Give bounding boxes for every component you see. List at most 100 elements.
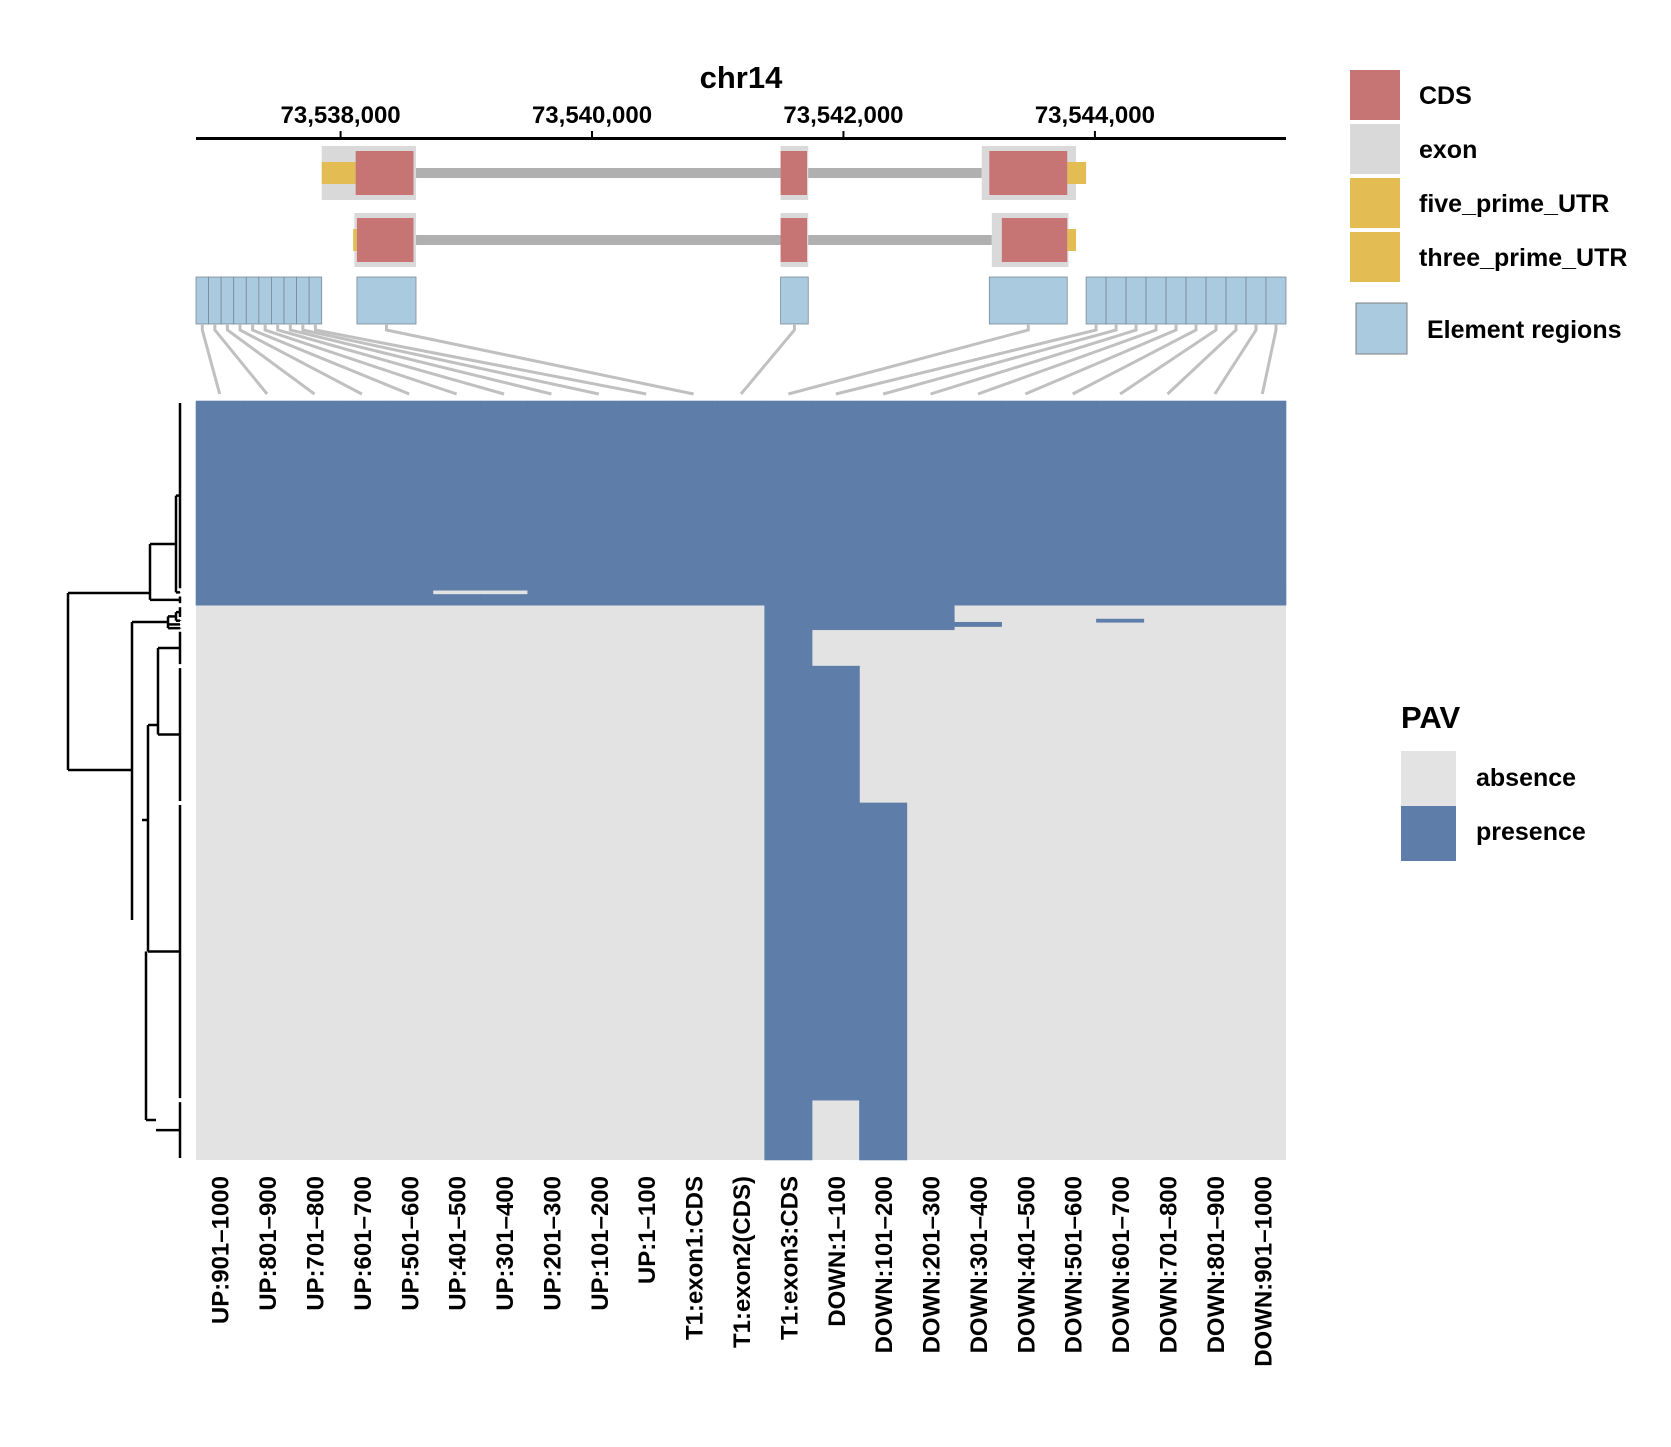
connector-line	[1260, 324, 1278, 395]
heatmap-cell-presence	[1096, 400, 1145, 591]
heatmap-cell-presence	[1001, 400, 1050, 591]
heatmap-cell-presence	[1001, 594, 1050, 606]
element-region-exon	[780, 276, 809, 325]
heatmap-cell-presence	[385, 400, 434, 591]
column-labels: UP:901–1000 UP:801–900 UP:701–800 UP:601–70…	[208, 1176, 1278, 1367]
cds-block	[1001, 218, 1068, 262]
column-label: UP:301–400	[492, 1176, 519, 1311]
heatmap-cell-presence	[811, 802, 860, 1101]
connector-line	[1119, 324, 1218, 396]
cds-block	[356, 218, 414, 262]
connector-line	[1213, 324, 1258, 395]
connector-line	[263, 324, 458, 396]
heatmap-cell-presence	[1190, 400, 1239, 591]
feature-legend: CDS exon five_prime_UTR three_prime_UTR …	[1350, 70, 1627, 355]
element-region-exon	[988, 276, 1068, 325]
heatmap-cell-presence	[717, 589, 765, 595]
heatmap-cell-presence	[1048, 589, 1097, 595]
heatmap-cell-presence	[906, 618, 955, 623]
column-label: DOWN:501–600	[1061, 1176, 1088, 1353]
heatmap-cell-presence	[764, 621, 813, 627]
genomic-axis: 73,538,000 73,540,000 73,542,000 73,544,000	[196, 102, 1286, 140]
heatmap-cell-presence	[1238, 400, 1287, 591]
heatmap-cell-presence	[432, 400, 481, 591]
column-label: DOWN:301–400	[966, 1176, 993, 1353]
heatmap-cell-presence	[717, 594, 765, 606]
column-label: DOWN:1–100	[824, 1176, 851, 1327]
heatmap-cell-presence	[859, 400, 908, 591]
heatmap-cell-presence	[811, 589, 860, 595]
heatmap-cell-presence	[385, 594, 434, 606]
element-region-down	[1125, 276, 1147, 325]
heatmap-cell-presence	[243, 594, 292, 606]
heatmap-cell-presence	[1143, 594, 1192, 606]
heatmap-cell-presence	[1001, 589, 1050, 595]
heatmap-cell-presence	[290, 400, 339, 591]
element-region-down	[1245, 276, 1267, 325]
column-label: UP:601–700	[350, 1176, 377, 1311]
heatmap-cell-presence	[1143, 400, 1192, 591]
heatmap-cell-presence	[717, 400, 765, 591]
heatmap-cell-presence	[385, 589, 434, 595]
heatmap-cell-presence	[859, 802, 908, 1101]
heatmap-body	[195, 400, 1287, 1161]
heatmap-cell-presence	[764, 594, 813, 606]
row-dendrogram	[66, 403, 182, 1158]
heatmap-cell-presence	[195, 400, 244, 591]
heatmap-cell-presence	[1238, 594, 1287, 606]
element-region-down	[1145, 276, 1167, 325]
connector-line	[1024, 324, 1178, 396]
element-region-up	[195, 276, 209, 325]
heatmap-cell-presence	[859, 621, 908, 627]
connector-line	[276, 324, 505, 396]
element-region-up	[245, 276, 260, 325]
heatmap-cell-presence	[906, 621, 955, 627]
connector-line	[835, 324, 1098, 396]
heatmap-cell-presence	[1190, 589, 1239, 595]
element-region-up	[271, 276, 285, 325]
heatmap-cell-presence	[622, 589, 671, 595]
heatmap-cell-presence	[906, 626, 955, 631]
legend-label-five-prime-utr: five_prime_UTR	[1419, 190, 1609, 218]
heatmap-cell-presence	[764, 1099, 813, 1161]
connector-line	[788, 324, 1030, 396]
chart-title: chr14	[700, 60, 783, 95]
legend-swatch-three-prime-utr	[1350, 232, 1400, 282]
element-region-down	[1225, 276, 1247, 325]
heatmap-cell-presence	[859, 604, 908, 620]
column-label: UP:501–600	[397, 1176, 424, 1311]
legend-swatch-five-prime-utr	[1350, 178, 1400, 228]
column-label: UP:1–100	[634, 1176, 661, 1284]
heatmap-cell-presence	[906, 594, 955, 606]
heatmap-cell-presence	[574, 400, 623, 591]
element-region-down	[1165, 276, 1187, 325]
column-label: DOWN:901–1000	[1250, 1176, 1277, 1367]
heatmap-cell-presence	[953, 400, 1002, 591]
element-region-up	[233, 276, 247, 325]
heatmap-cell-presence	[764, 665, 813, 804]
column-label: UP:801–900	[255, 1176, 282, 1311]
pav-swatch-presence	[1401, 806, 1456, 861]
element-region-down	[1105, 276, 1127, 325]
heatmap-cell-presence	[811, 621, 860, 627]
heatmap-cell-presence	[764, 626, 813, 631]
element-region-up	[308, 276, 323, 325]
heatmap-cell-presence	[1096, 589, 1145, 595]
pav-legend: PAV absence presence	[1401, 700, 1586, 861]
heatmap-cell-presence	[527, 594, 576, 606]
heatmap-cell-presence	[290, 594, 339, 606]
column-label: DOWN:401–500	[1013, 1176, 1040, 1353]
legend-label-element-regions: Element regions	[1427, 316, 1622, 344]
cds-block	[355, 151, 414, 195]
connector-line	[882, 324, 1118, 396]
column-label: DOWN:601–700	[1108, 1176, 1135, 1353]
heatmap-cell-presence	[764, 604, 813, 620]
five-prime-utr-block	[353, 229, 357, 251]
heatmap-cell-presence	[337, 594, 386, 606]
element-region-up	[220, 276, 235, 325]
heatmap-cell-presence	[432, 594, 481, 606]
pav-swatch-absence	[1401, 751, 1456, 806]
heatmap-cell-presence	[622, 594, 671, 606]
heatmap-cell-presence	[953, 621, 1002, 627]
column-label: UP:401–500	[445, 1176, 472, 1311]
